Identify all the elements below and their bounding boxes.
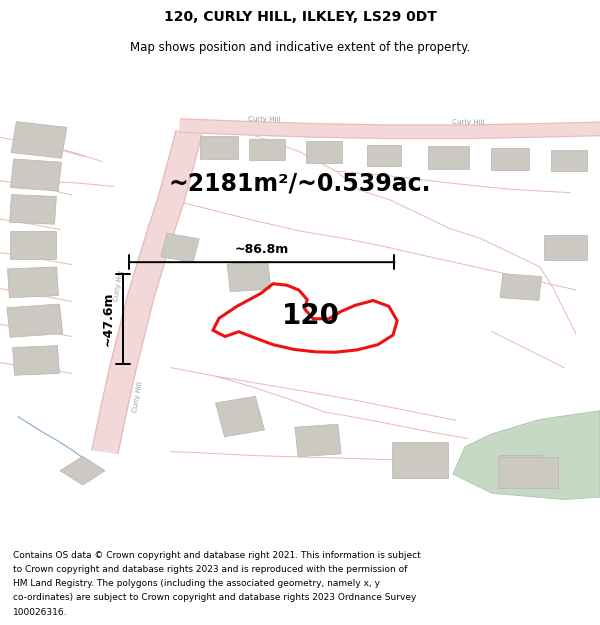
Text: 100026316.: 100026316. xyxy=(13,608,68,616)
Polygon shape xyxy=(491,148,529,170)
Polygon shape xyxy=(295,424,341,457)
Polygon shape xyxy=(544,236,587,260)
Polygon shape xyxy=(428,146,469,169)
Polygon shape xyxy=(11,122,67,158)
Text: Curly Hill: Curly Hill xyxy=(113,270,125,302)
Polygon shape xyxy=(10,231,56,259)
Polygon shape xyxy=(500,274,542,301)
Polygon shape xyxy=(306,141,342,162)
Text: ~47.6m: ~47.6m xyxy=(101,291,115,346)
Polygon shape xyxy=(11,159,61,191)
Text: Curly Hill: Curly Hill xyxy=(248,116,280,122)
Polygon shape xyxy=(92,131,202,453)
Text: 120, CURLY HILL, ILKLEY, LS29 0DT: 120, CURLY HILL, ILKLEY, LS29 0DT xyxy=(164,10,436,24)
Text: co-ordinates) are subject to Crown copyright and database rights 2023 Ordnance S: co-ordinates) are subject to Crown copyr… xyxy=(13,593,416,602)
Polygon shape xyxy=(453,411,600,499)
Polygon shape xyxy=(7,267,59,298)
Polygon shape xyxy=(13,346,59,375)
Text: 120: 120 xyxy=(282,302,340,330)
Polygon shape xyxy=(215,396,265,437)
Polygon shape xyxy=(249,139,285,160)
Polygon shape xyxy=(60,456,105,485)
Text: Curly Hill: Curly Hill xyxy=(452,119,484,126)
Text: ~86.8m: ~86.8m xyxy=(235,243,289,256)
Polygon shape xyxy=(551,150,587,171)
Text: Curly Hill: Curly Hill xyxy=(132,380,144,412)
Text: to Crown copyright and database rights 2023 and is reproduced with the permissio: to Crown copyright and database rights 2… xyxy=(13,565,407,574)
Polygon shape xyxy=(199,136,238,159)
Polygon shape xyxy=(227,261,271,292)
Text: ~2181m²/~0.539ac.: ~2181m²/~0.539ac. xyxy=(169,171,431,195)
Polygon shape xyxy=(498,456,558,488)
Polygon shape xyxy=(7,304,63,338)
Polygon shape xyxy=(499,456,542,483)
Text: Map shows position and indicative extent of the property.: Map shows position and indicative extent… xyxy=(130,41,470,54)
Polygon shape xyxy=(10,194,56,224)
Polygon shape xyxy=(367,145,401,166)
Text: HM Land Registry. The polygons (including the associated geometry, namely x, y: HM Land Registry. The polygons (includin… xyxy=(13,579,380,588)
Polygon shape xyxy=(179,119,600,139)
Text: Contains OS data © Crown copyright and database right 2021. This information is : Contains OS data © Crown copyright and d… xyxy=(13,551,421,559)
Polygon shape xyxy=(392,442,448,478)
Polygon shape xyxy=(161,233,199,262)
